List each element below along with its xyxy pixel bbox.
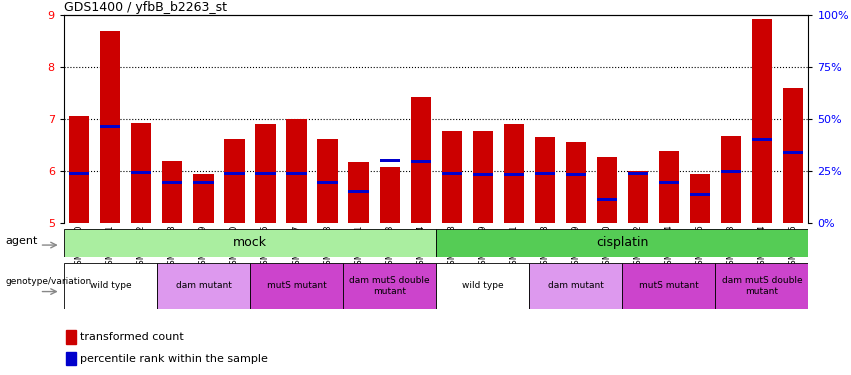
Bar [380, 168, 400, 223]
Bar [66, 352, 76, 365]
Text: percentile rank within the sample: percentile rank within the sample [80, 354, 268, 364]
Text: mutS mutant: mutS mutant [639, 281, 699, 290]
Bar [287, 119, 306, 223]
Text: cisplatin: cisplatin [596, 236, 648, 249]
Bar [287, 172, 306, 175]
Text: dam mutant: dam mutant [175, 281, 231, 290]
Bar [436, 229, 808, 257]
Bar [225, 139, 244, 223]
Bar [442, 130, 462, 223]
Bar [436, 262, 529, 309]
Bar [783, 152, 803, 154]
Bar [566, 173, 585, 176]
Bar [380, 159, 400, 162]
Bar [100, 31, 121, 223]
Bar [597, 198, 617, 201]
Bar [157, 262, 250, 309]
Bar [534, 137, 555, 223]
Bar [163, 181, 182, 184]
Bar [628, 171, 648, 223]
Bar [622, 262, 716, 309]
Bar [442, 172, 462, 175]
Bar [64, 262, 157, 309]
Bar [690, 193, 710, 196]
Bar [721, 136, 741, 223]
Text: mutS mutant: mutS mutant [266, 281, 327, 290]
Bar [534, 172, 555, 175]
Bar [64, 229, 436, 257]
Bar [131, 171, 151, 174]
Bar [163, 160, 182, 223]
Text: wild type: wild type [462, 281, 504, 290]
Bar [193, 181, 214, 184]
Bar [250, 262, 343, 309]
Text: mock: mock [233, 236, 267, 249]
Bar [317, 181, 338, 184]
Bar [410, 160, 431, 163]
Bar [66, 330, 76, 344]
Text: agent: agent [5, 236, 37, 246]
Bar [597, 156, 617, 223]
Bar [721, 170, 741, 172]
Bar [716, 262, 808, 309]
Bar [472, 130, 493, 223]
Text: genotype/variation: genotype/variation [5, 277, 91, 286]
Bar [529, 262, 622, 309]
Bar [100, 125, 121, 128]
Bar [690, 174, 710, 223]
Bar [472, 173, 493, 176]
Bar [255, 172, 276, 175]
Bar [410, 97, 431, 223]
Bar [317, 139, 338, 223]
Text: dam mutant: dam mutant [548, 281, 603, 290]
Bar [349, 162, 368, 223]
Bar [193, 174, 214, 223]
Text: transformed count: transformed count [80, 332, 184, 342]
Text: wild type: wild type [89, 281, 131, 290]
Bar [783, 88, 803, 223]
Bar [343, 262, 436, 309]
Text: dam mutS double
mutant: dam mutS double mutant [349, 276, 430, 296]
Bar [751, 138, 772, 141]
Text: GDS1400 / yfbB_b2263_st: GDS1400 / yfbB_b2263_st [64, 1, 227, 14]
Bar [131, 123, 151, 223]
Bar [349, 190, 368, 194]
Text: dam mutS double
mutant: dam mutS double mutant [722, 276, 802, 296]
Bar [69, 117, 89, 223]
Bar [504, 173, 523, 176]
Bar [659, 181, 679, 184]
Bar [225, 172, 244, 175]
Bar [255, 124, 276, 223]
Bar [566, 142, 585, 223]
Bar [628, 172, 648, 175]
Bar [751, 19, 772, 223]
Bar [659, 152, 679, 223]
Bar [504, 124, 523, 223]
Bar [69, 172, 89, 175]
